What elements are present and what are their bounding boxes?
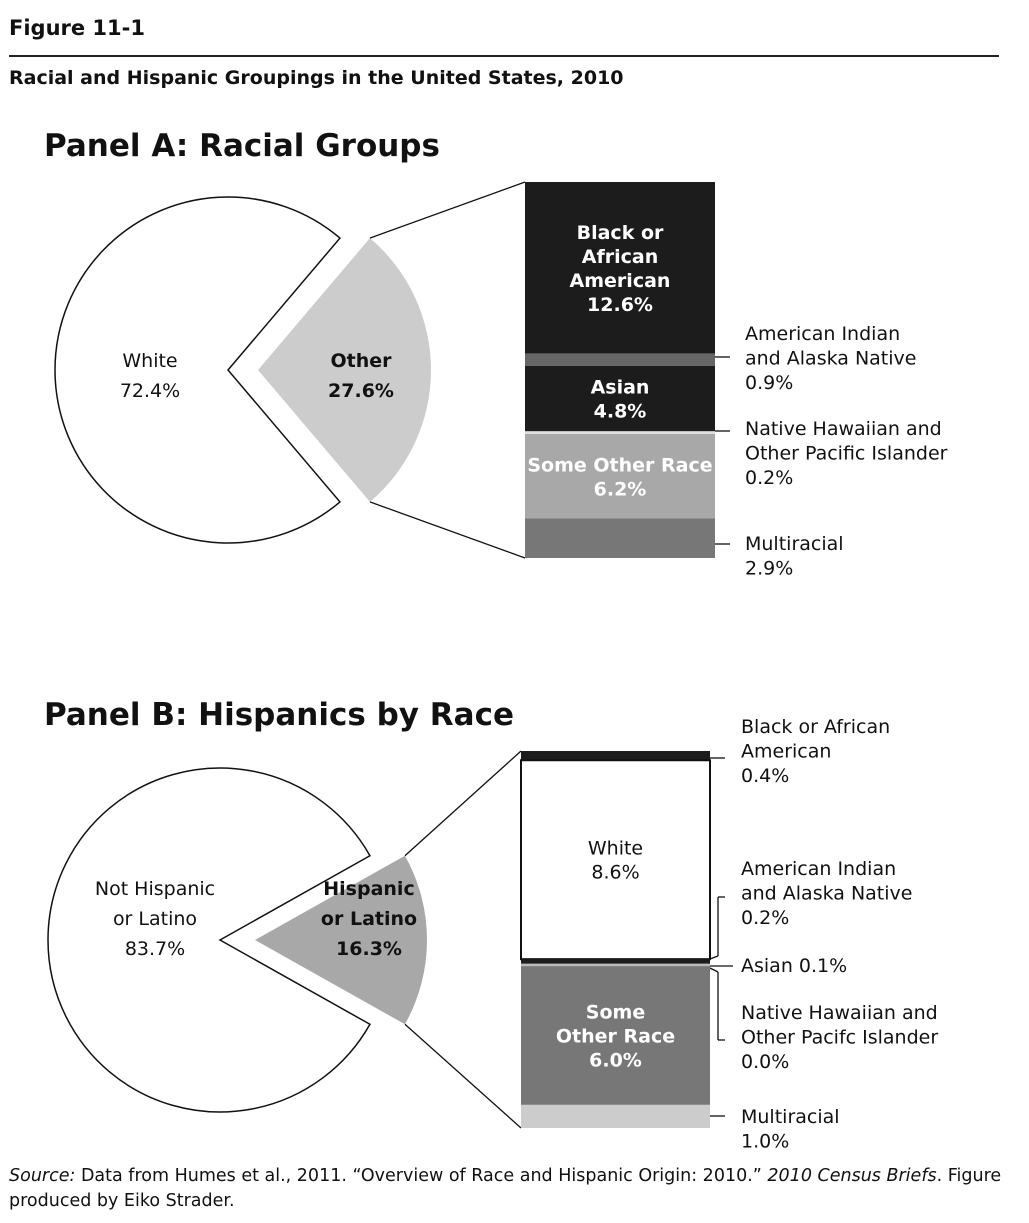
pie-label: White <box>122 350 177 372</box>
bar-segment-black-or-african-american <box>525 182 715 354</box>
bar-callout-label: 0.4% <box>741 765 789 787</box>
bar-callout-label: Asian 0.1% <box>741 955 847 977</box>
connector-line <box>369 501 526 559</box>
pie-label: or Latino <box>113 908 197 930</box>
connector-line <box>404 1023 522 1129</box>
bar-callout-label: American <box>741 741 831 763</box>
bar-callout-label: 1.0% <box>741 1131 789 1153</box>
bar-label: 6.0% <box>589 1049 642 1071</box>
bar-segment-american-indian-and-alaska-native <box>521 959 710 964</box>
bar-label: Asian <box>591 377 650 399</box>
source-publication: 2010 Census Briefs <box>767 1166 937 1186</box>
bar-label: Some Other Race <box>527 454 712 476</box>
bar-callout-label: Other Pacifc Islander <box>741 1027 938 1049</box>
bar-label: White <box>588 838 643 860</box>
divider <box>9 55 999 57</box>
pie-slice-white <box>54 196 341 544</box>
leader-line <box>709 955 719 960</box>
pie-slice-not-hispanic-or-latino <box>47 767 371 1113</box>
bar-label: 8.6% <box>591 862 639 884</box>
bar-segment-some-other-race <box>521 966 710 1105</box>
bar-callout-label: Native Hawaiian and <box>745 418 942 440</box>
source-text: Data from Humes et al., 2011. “Overview … <box>75 1166 768 1186</box>
panel-b <box>47 750 733 1129</box>
source-text-end: . Figure produced by Eiko Strader. <box>9 1166 1002 1211</box>
bar-callout-label: 2.9% <box>745 558 793 580</box>
panel-a <box>54 181 730 559</box>
bar-callout-label: Other Pacific Islander <box>745 443 948 465</box>
figure-number: Figure 11-1 <box>9 16 145 40</box>
bar-callout-label: 0.2% <box>745 467 793 489</box>
bar-label: 12.6% <box>587 294 653 316</box>
bar-segment-some-other-race <box>525 434 715 519</box>
bar-segment-multiracial <box>521 1104 710 1128</box>
bar-segment-american-indian-and-alaska-native <box>525 353 715 366</box>
bar-callout-label: American Indian <box>741 858 896 880</box>
bar-segment-asian <box>521 963 710 967</box>
pie-label: Not Hispanic <box>95 878 215 900</box>
figure-title: Racial and Hispanic Groupings in the Uni… <box>9 67 624 89</box>
bar-callout-label: 0.2% <box>741 907 789 929</box>
bar-segment-black-or-african-american <box>521 751 710 761</box>
bar-segment-asian <box>525 365 715 432</box>
source-label: Source: <box>9 1166 76 1186</box>
pie-label: or Latino <box>321 908 417 930</box>
pie-label: 83.7% <box>125 938 185 960</box>
pie-label: 16.3% <box>336 938 402 960</box>
panel-a-title: Panel A: Racial Groups <box>44 128 440 164</box>
bar-label: Other Race <box>556 1025 675 1047</box>
connector-line <box>404 750 522 857</box>
pie-label: 27.6% <box>328 380 394 402</box>
bar-callout-label: Native Hawaiian and <box>741 1002 938 1024</box>
bar-label: African <box>582 246 658 268</box>
bar-label: Some <box>586 1001 645 1023</box>
pie-label: Other <box>330 350 392 372</box>
bar-callout-label: 0.9% <box>745 372 793 394</box>
connector-line <box>369 181 526 239</box>
bar-segment-multiracial <box>525 518 715 558</box>
pie-slice-hispanic-or-latino <box>255 855 427 1025</box>
bar-callout-label: 0.0% <box>741 1051 789 1073</box>
bar-callout-label: and Alaska Native <box>745 348 916 370</box>
bar-label: American <box>570 270 671 292</box>
bar-segment-native-hawaiian-and-other-pacific-islander <box>525 431 715 435</box>
bar-label: Black or <box>577 222 664 244</box>
pie-label: 72.4% <box>120 380 180 402</box>
bar-callout-label: American Indian <box>745 323 900 345</box>
bar-callout-label: Multiracial <box>745 533 844 555</box>
bar-label: 6.2% <box>594 478 647 500</box>
bar-label: 4.8% <box>594 401 647 423</box>
pie-label: Hispanic <box>323 878 414 900</box>
leader-line <box>709 967 719 973</box>
bar-callout-label: Black or African <box>741 716 890 738</box>
panel-b-title: Panel B: Hispanics by Race <box>44 697 514 733</box>
bar-callout-label: Multiracial <box>741 1106 840 1128</box>
source-note: Source: Data from Humes et al., 2011. “O… <box>9 1164 1009 1214</box>
pie-slice-other <box>258 238 431 502</box>
bar-callout-label: and Alaska Native <box>741 883 912 905</box>
